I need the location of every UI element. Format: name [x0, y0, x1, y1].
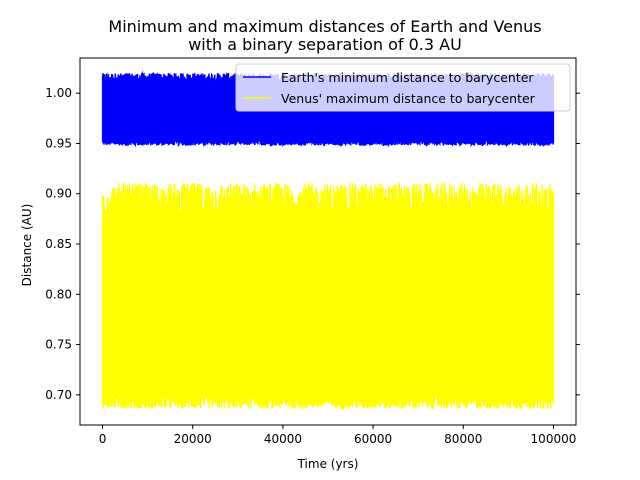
y-tick-label: 0.80 [45, 287, 72, 301]
x-tick-label: 100000 [531, 432, 577, 446]
y-tick-label: 0.95 [45, 136, 72, 150]
legend-label: Earth's minimum distance to barycenter [281, 70, 534, 85]
series-layer [101, 70, 555, 411]
x-tick-label: 0 [99, 432, 107, 446]
x-tick-label: 80000 [444, 432, 482, 446]
legend-label: Venus' maximum distance to barycenter [281, 91, 536, 106]
axes-layer: 0 20000 40000 60000 80000 100000 0.70 0.75 0.80 0… [45, 57, 580, 446]
x-tick-label: 40000 [264, 432, 302, 446]
y-tick-label: 0.75 [45, 338, 72, 352]
chart-title-line-2: with a binary separation of 0.3 AU [188, 35, 462, 54]
x-tick-label: 60000 [354, 432, 392, 446]
y-tick-label: 0.70 [45, 388, 72, 402]
x-axis-label: Time (yrs) [297, 457, 359, 471]
series-venus [101, 182, 555, 411]
series-line [101, 182, 555, 411]
x-tick-label: 20000 [174, 432, 212, 446]
legend-box [235, 63, 571, 112]
legend: Earth's minimum distance to barycenter Ve… [235, 63, 571, 112]
plot-frame [79, 57, 577, 426]
y-tick-label: 1.00 [45, 86, 72, 100]
y-tick-label: 0.85 [45, 237, 72, 251]
y-axis-label: Distance (AU) [20, 204, 34, 287]
y-tick-label: 0.90 [45, 187, 72, 201]
chart-title-line-1: Minimum and maximum distances of Earth a… [108, 17, 541, 36]
